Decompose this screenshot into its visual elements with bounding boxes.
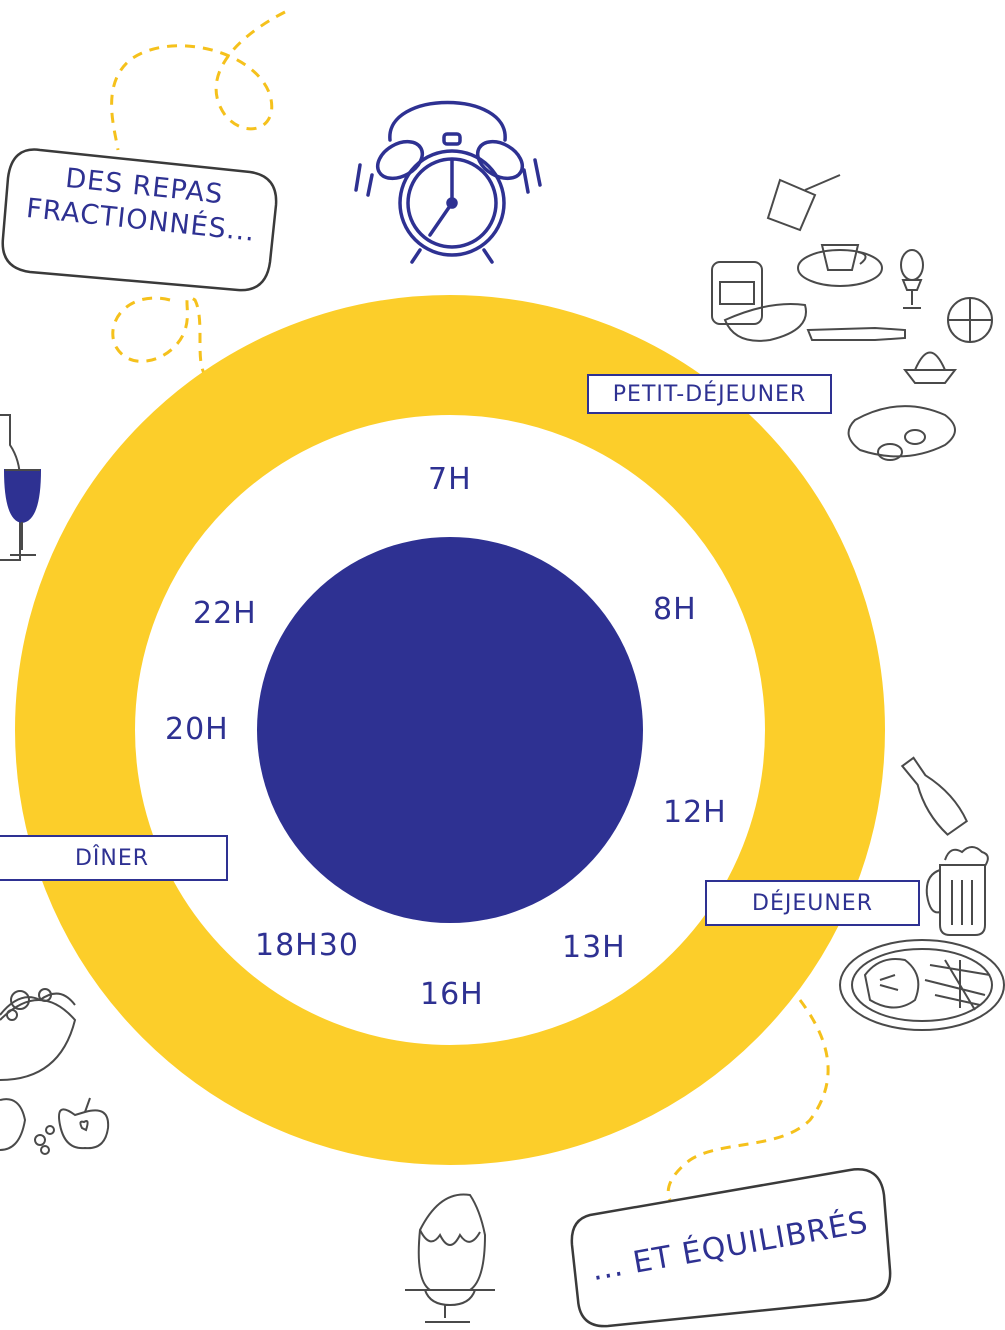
hour-7: 7H	[428, 462, 472, 497]
subtitle-bubble	[570, 1168, 892, 1328]
salad-bowl-icon	[0, 988, 77, 1081]
hour-22: 22H	[193, 596, 257, 631]
fruits-icon	[0, 1097, 110, 1155]
steak-plate-icon	[839, 939, 1005, 1031]
wine-icon	[0, 414, 42, 561]
meal-ring	[15, 295, 885, 1165]
meal-label-breakfast: PETIT-DÉJEUNER	[587, 374, 832, 414]
meal-label-dinner: DÎNER	[0, 835, 228, 881]
hour-16: 16H	[420, 977, 484, 1012]
alarm-clock-icon	[354, 100, 542, 264]
title-bubble	[1, 148, 278, 292]
pudding-icon	[405, 1193, 495, 1323]
hour-12: 12H	[663, 795, 727, 830]
meal-label-lunch: DÉJEUNER	[705, 880, 920, 926]
hour-8: 8H	[653, 592, 697, 627]
dashed-path-top	[110, 10, 286, 376]
breakfast-items-icon	[711, 174, 993, 461]
hour-13: 13H	[562, 930, 626, 965]
hour-20: 20H	[165, 712, 229, 747]
beer-bottle-icon	[900, 756, 989, 936]
hour-1830: 18H30	[255, 928, 359, 963]
dashed-path-bottom	[666, 999, 830, 1201]
center-disc	[257, 537, 643, 923]
